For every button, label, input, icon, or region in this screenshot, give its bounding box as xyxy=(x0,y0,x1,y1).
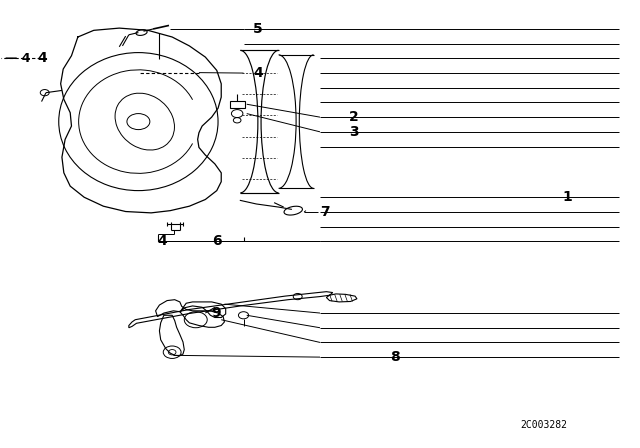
Text: 4: 4 xyxy=(37,52,47,65)
Text: 4: 4 xyxy=(157,234,167,248)
Text: 9: 9 xyxy=(212,306,221,320)
Text: 2: 2 xyxy=(349,110,358,124)
Text: 1: 1 xyxy=(562,190,572,204)
Text: 8: 8 xyxy=(390,350,400,364)
Text: — 4: — 4 xyxy=(4,52,30,65)
Text: 3: 3 xyxy=(349,125,358,139)
Text: 4: 4 xyxy=(253,66,263,80)
Text: 5: 5 xyxy=(253,22,263,36)
Text: 7: 7 xyxy=(320,205,330,219)
Text: 6: 6 xyxy=(212,234,221,248)
Text: 2C003282: 2C003282 xyxy=(521,420,568,430)
